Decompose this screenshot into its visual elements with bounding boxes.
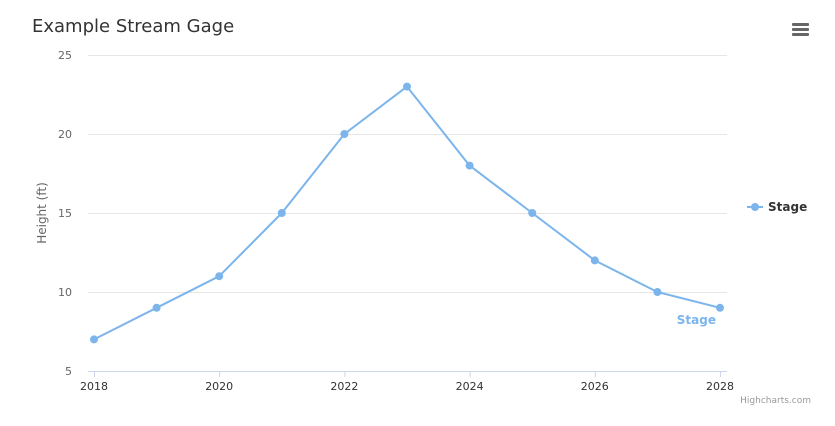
series-end-label: Stage [677,313,716,327]
data-point-2027 [653,288,662,296]
y-axis-tick-labels: 5 10 15 20 25 [58,49,72,378]
x-tick-label-2024: 2024 [456,380,484,393]
x-tick-label-2026: 2026 [581,380,609,393]
legend-marker-stage [751,203,759,211]
data-point-2022 [340,130,349,138]
data-point-2021 [277,209,286,217]
y-tick-label-25: 25 [58,49,72,62]
data-point-2025 [528,209,537,217]
data-point-2019 [152,303,161,312]
series-stage: Stage [90,82,724,344]
grid-lines [88,55,727,293]
legend[interactable]: Stage [747,200,807,214]
x-tick-label-2020: 2020 [205,380,233,393]
data-point-2018 [90,335,98,344]
data-point-2020 [215,272,224,281]
legend-item-label-stage: Stage [768,200,807,214]
y-tick-label-5: 5 [65,365,72,378]
y-tick-label-10: 10 [58,286,72,299]
y-tick-label-15: 15 [58,207,72,220]
y-tick-label-20: 20 [58,128,72,141]
data-point-2023 [403,82,411,91]
hamburger-menu-icon[interactable] [786,17,814,43]
credits-link[interactable]: Highcharts.com [740,396,811,406]
x-tick-label-2018: 2018 [80,380,108,393]
data-point-2026 [590,256,599,265]
data-point-2024 [465,161,474,170]
y-axis-title: Height (ft) [35,182,49,244]
data-point-2028 [716,303,724,312]
x-axis: 2018 2020 2022 2024 2026 2028 [80,371,734,393]
x-tick-label-2022: 2022 [330,380,358,393]
chart-title: Example Stream Gage [32,16,234,37]
x-tick-label-2028: 2028 [706,380,734,393]
